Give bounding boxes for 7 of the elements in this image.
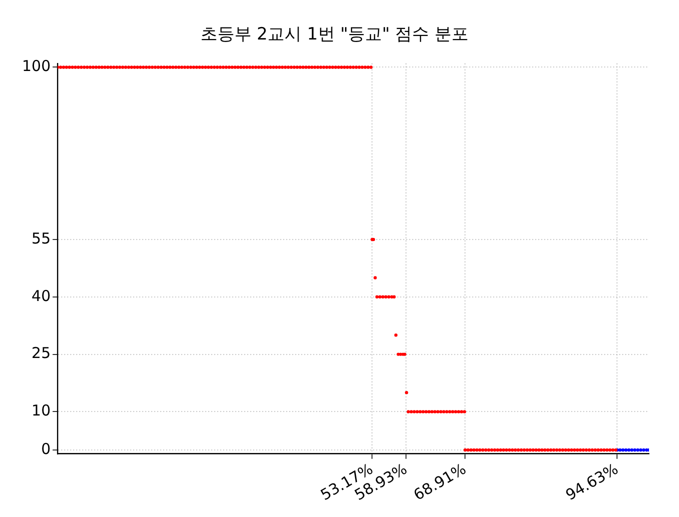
y-tick-label: 40 — [32, 286, 51, 305]
chart-title: 초등부 2교시 1번 "등교" 점수 분포 — [200, 24, 469, 45]
y-tick-label: 25 — [32, 344, 51, 362]
y-tick-label: 100 — [22, 57, 51, 76]
y-tick-label: 10 — [32, 402, 51, 420]
y-tick-label: 0 — [41, 440, 51, 458]
y-tick-label: 55 — [32, 229, 51, 248]
